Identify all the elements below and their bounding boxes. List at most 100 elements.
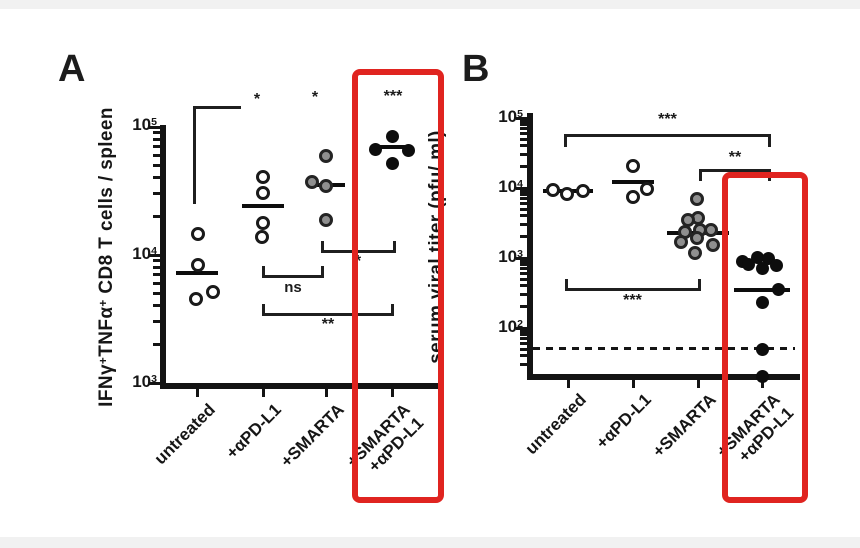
y-tick-label-1e3: 103 bbox=[121, 372, 157, 392]
sig-bracket-tick bbox=[698, 279, 701, 291]
data-point bbox=[255, 230, 269, 245]
y-minor-tick bbox=[520, 293, 527, 297]
y-minor-tick bbox=[520, 132, 527, 136]
y-minor-tick bbox=[520, 363, 527, 367]
panel-a-letter: A bbox=[58, 48, 86, 90]
y-minor-tick bbox=[520, 207, 527, 211]
bottom-scan-band bbox=[0, 537, 860, 548]
y-minor-tick bbox=[153, 145, 160, 149]
tick-base: 10 bbox=[498, 107, 518, 126]
data-point bbox=[706, 238, 720, 253]
data-point bbox=[305, 175, 319, 190]
y-tick-label-1e5: 105 bbox=[121, 115, 157, 135]
panel-b-letter: B bbox=[462, 48, 490, 90]
y-major-tick bbox=[516, 116, 527, 120]
sig-star-untreated-vs-smarta: *** bbox=[623, 292, 642, 309]
data-point bbox=[690, 191, 704, 206]
sig-star-apdl1-vs-combo: ** bbox=[321, 316, 335, 333]
x-tick bbox=[390, 389, 394, 397]
y-minor-tick bbox=[153, 259, 160, 263]
data-point bbox=[626, 159, 640, 174]
y-minor-tick bbox=[153, 131, 160, 135]
sig-bracket-line bbox=[321, 250, 396, 253]
sig-bracket-tick bbox=[393, 241, 396, 253]
y-minor-tick bbox=[153, 320, 160, 324]
median-line bbox=[612, 180, 654, 185]
data-point bbox=[385, 156, 399, 170]
x-tick bbox=[261, 389, 265, 397]
data-point bbox=[750, 250, 764, 264]
data-point bbox=[688, 245, 702, 260]
tick-base: 10 bbox=[132, 244, 152, 263]
data-point bbox=[769, 259, 783, 273]
panel-b-y-axis bbox=[527, 113, 533, 380]
y-tick-label-1e4: 104 bbox=[487, 177, 523, 197]
y-minor-tick bbox=[520, 329, 527, 333]
highlight-box-panel-b bbox=[722, 172, 808, 503]
data-point bbox=[319, 213, 333, 228]
y-minor-tick bbox=[520, 123, 527, 127]
y-minor-tick bbox=[520, 193, 527, 197]
y-minor-tick bbox=[520, 137, 527, 141]
data-point bbox=[206, 285, 220, 300]
tick-base: 10 bbox=[498, 317, 518, 336]
x-tick bbox=[631, 380, 635, 388]
y-minor-tick bbox=[520, 263, 527, 267]
top-scan-band bbox=[0, 0, 860, 9]
sig-bracket-tick bbox=[564, 134, 567, 147]
data-point bbox=[368, 142, 382, 156]
data-point bbox=[640, 181, 654, 196]
data-point bbox=[191, 226, 205, 241]
sig-bracket-tick bbox=[699, 169, 702, 181]
data-point bbox=[319, 178, 333, 193]
y-minor-tick bbox=[520, 235, 527, 239]
y-tick-label-1e5: 105 bbox=[487, 107, 523, 127]
tick-base: 10 bbox=[498, 177, 518, 196]
x-tick bbox=[195, 389, 199, 397]
data-point bbox=[771, 283, 785, 297]
y-minor-tick bbox=[520, 144, 527, 148]
y-minor-tick bbox=[520, 197, 527, 201]
data-point bbox=[189, 292, 203, 307]
panel-b-x-axis bbox=[527, 374, 800, 380]
tick-exponent: 3 bbox=[151, 373, 157, 386]
sig-reference-line-horizontal bbox=[193, 106, 241, 109]
median-line bbox=[372, 144, 412, 149]
y-minor-tick bbox=[520, 165, 527, 169]
y-minor-tick bbox=[153, 164, 160, 168]
tick-base: 10 bbox=[498, 247, 518, 266]
data-point bbox=[755, 295, 769, 309]
y-minor-tick bbox=[520, 214, 527, 218]
tick-exponent: 3 bbox=[517, 248, 523, 261]
tick-exponent: 4 bbox=[151, 245, 157, 258]
data-point bbox=[546, 182, 560, 197]
data-point bbox=[690, 231, 704, 246]
tick-exponent: 5 bbox=[151, 116, 157, 129]
x-tick bbox=[324, 389, 328, 397]
sig-bracket-tick bbox=[262, 304, 265, 316]
data-point bbox=[755, 342, 769, 356]
y-minor-tick bbox=[520, 277, 527, 281]
y-minor-tick bbox=[153, 192, 160, 196]
y-major-tick bbox=[516, 326, 527, 330]
sig-star-untreated-vs-smarta: * bbox=[311, 89, 319, 106]
sig-bracket-line bbox=[262, 313, 394, 316]
y-minor-tick bbox=[520, 272, 527, 276]
y-minor-tick bbox=[520, 267, 527, 271]
detection-limit-dashed-line bbox=[533, 347, 795, 350]
tick-base: 10 bbox=[132, 115, 152, 134]
panel-a-y-axis bbox=[160, 125, 166, 389]
y-minor-tick bbox=[520, 259, 527, 263]
y-minor-tick bbox=[520, 189, 527, 193]
y-minor-tick bbox=[520, 342, 527, 346]
data-point bbox=[256, 215, 270, 230]
y-minor-tick bbox=[520, 305, 527, 309]
tick-base: 10 bbox=[132, 372, 152, 391]
data-point bbox=[704, 223, 718, 238]
panel-a-x-axis bbox=[160, 383, 441, 389]
sig-star-untreated-vs-combo: *** bbox=[658, 111, 677, 128]
sig-bracket-tick bbox=[768, 134, 771, 147]
sig-star-smarta-vs-combo: ** bbox=[728, 149, 742, 166]
y-minor-tick bbox=[153, 153, 160, 157]
